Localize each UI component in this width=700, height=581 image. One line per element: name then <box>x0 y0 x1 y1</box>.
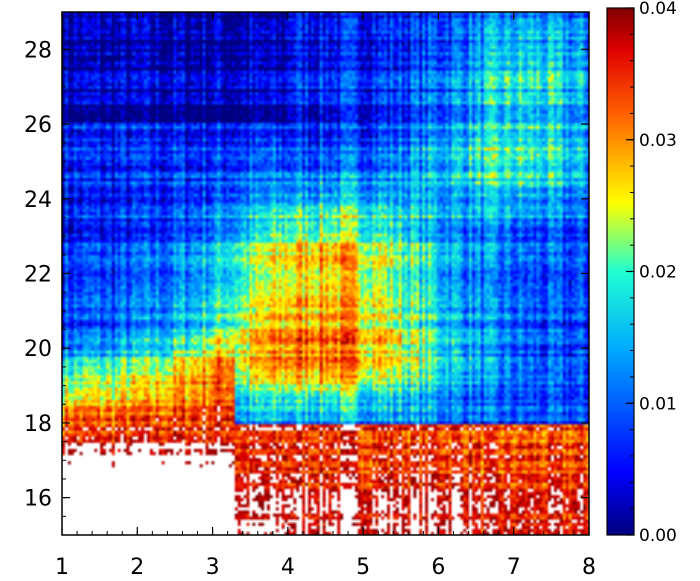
y-tick-label: 24 <box>24 188 52 213</box>
y-tick-label: 16 <box>24 487 52 512</box>
colorbar-tick-label: 0.03 <box>639 131 677 151</box>
y-tick-label: 26 <box>24 113 52 138</box>
x-tick-label: 7 <box>507 555 521 580</box>
heatmap-cells <box>62 12 589 535</box>
colorbar-tick-label: 0.04 <box>639 0 677 19</box>
x-tick-label: 3 <box>206 555 220 580</box>
x-tick-label: 8 <box>582 555 596 580</box>
colorbar-tick-label: 0.01 <box>639 394 677 414</box>
x-tick-label: 2 <box>130 555 144 580</box>
x-axis: 1 2 3 4 5 6 7 8 <box>55 12 596 580</box>
y-tick-label: 18 <box>24 412 52 437</box>
colorbar-tick-label: 0.00 <box>639 526 677 546</box>
x-tick-label: 6 <box>431 555 445 580</box>
heatmap-area <box>62 12 589 535</box>
y-tick-label: 28 <box>24 38 52 63</box>
y-axis: 16 18 20 22 24 26 28 <box>24 11 589 536</box>
x-tick-label: 4 <box>281 555 295 580</box>
y-tick-label: 20 <box>24 337 52 362</box>
x-tick-label: 5 <box>356 555 370 580</box>
colorbar-tick-label: 0.02 <box>639 263 677 283</box>
y-tick-label: 22 <box>24 263 52 288</box>
x-tick-label: 1 <box>55 555 69 580</box>
colorbar-axis: 0.00 0.01 0.02 0.03 0.04 <box>626 0 677 546</box>
